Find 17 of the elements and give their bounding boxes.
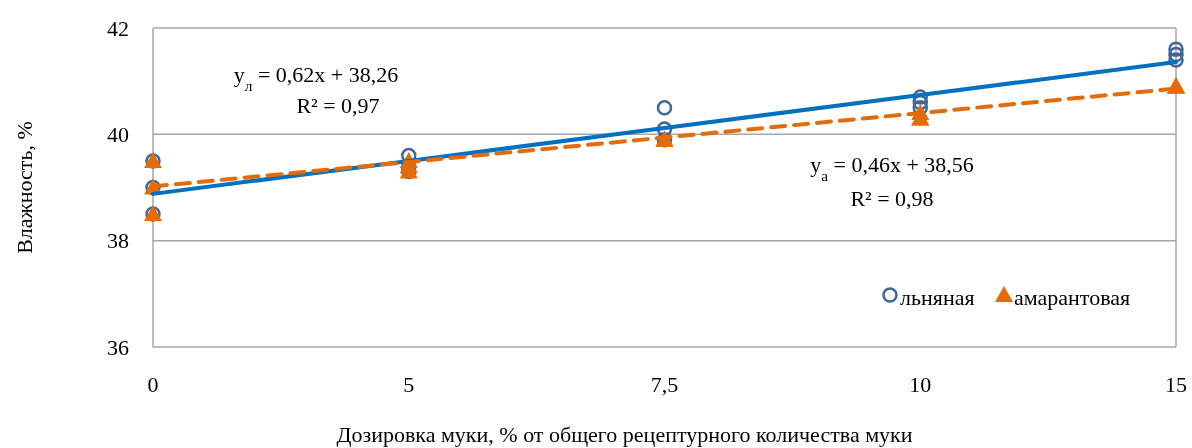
legend-label: льняная [900, 284, 975, 310]
y-axis-title: Влажность, % [12, 121, 37, 254]
x-tick-label: 7,5 [650, 372, 679, 397]
annotation: R² = 0,97 [296, 93, 380, 118]
annotation: y$_{а}$ = 0,46x + 38,56 [810, 152, 974, 184]
y-tick-label: 42 [107, 15, 129, 41]
annotation: R² = 0,98 [850, 186, 934, 211]
legend-label: амарантовая [1014, 284, 1131, 310]
annotation: y$_{л}$ = 0,62x + 38,26 [233, 62, 399, 94]
y-tick-label: 36 [107, 334, 129, 360]
y-tick-label: 38 [107, 228, 129, 254]
x-tick-label: 10 [909, 372, 932, 397]
y-tick-label: 40 [107, 122, 129, 148]
x-tick-label: 0 [147, 372, 159, 397]
x-tick-label: 5 [403, 372, 415, 397]
x-axis-title: Дозировка муки, % от общего рецептурного количества муки [336, 422, 913, 447]
x-tick-label: 15 [1165, 372, 1187, 397]
